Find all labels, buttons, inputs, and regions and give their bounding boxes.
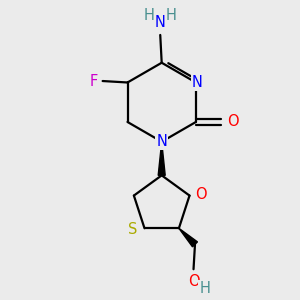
Text: N: N	[155, 15, 166, 30]
Polygon shape	[179, 228, 197, 247]
Text: S: S	[128, 222, 137, 237]
Text: O: O	[195, 187, 206, 202]
Text: H: H	[199, 281, 210, 296]
Text: N: N	[192, 75, 203, 90]
Text: H: H	[166, 8, 177, 23]
Text: O: O	[188, 274, 199, 289]
Polygon shape	[158, 142, 165, 176]
Text: O: O	[227, 115, 239, 130]
Text: F: F	[89, 74, 98, 88]
Text: H: H	[144, 8, 154, 23]
Text: N: N	[156, 134, 167, 149]
